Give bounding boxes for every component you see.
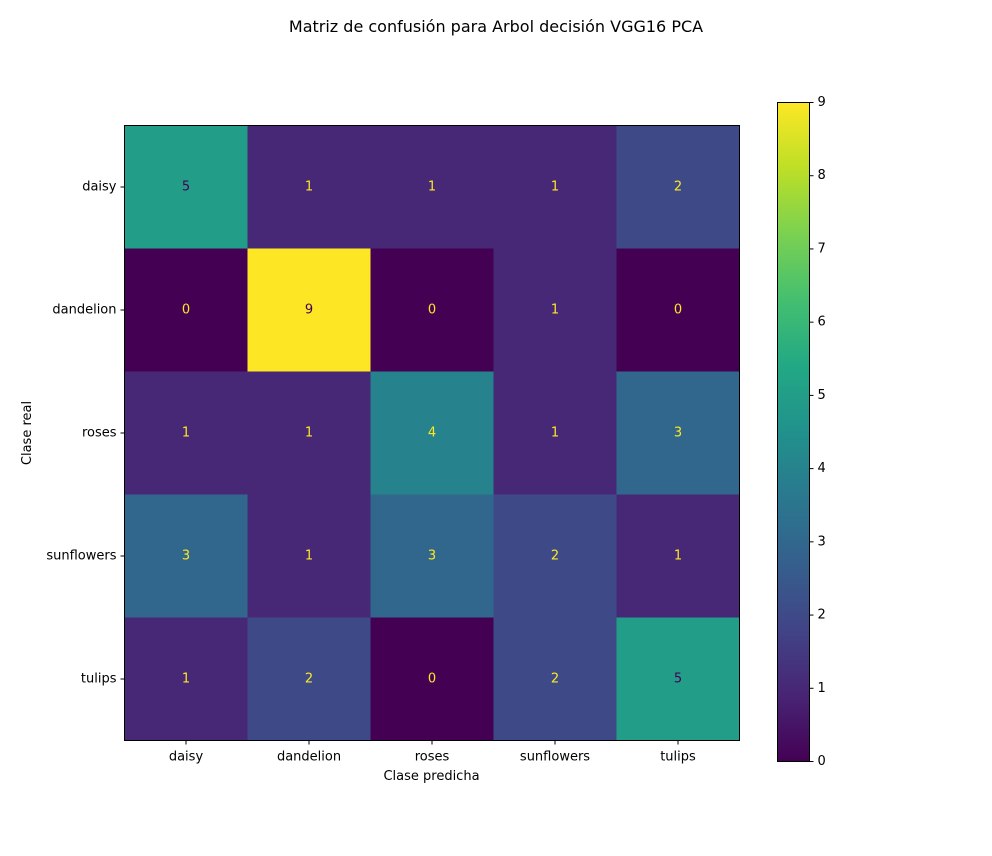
x-tick-label: daisy	[169, 750, 204, 765]
heatmap-cell	[370, 371, 494, 495]
colorbar-ticks: 0 1 2 3 4 5 6 7 8 9	[809, 95, 826, 769]
cell-value-label: 0	[428, 303, 436, 318]
cell-value-label: 2	[305, 672, 313, 687]
colorbar-tick-label: 6	[818, 315, 826, 330]
x-tick-label: roses	[415, 750, 450, 765]
x-tick-label: tulips	[660, 750, 696, 765]
cell-value-label: 0	[428, 672, 436, 687]
colorbar	[777, 102, 810, 762]
heatmap-cell	[247, 125, 371, 249]
heatmap-cells	[124, 125, 740, 741]
heatmap-cell	[493, 494, 617, 618]
cell-value-label: 5	[182, 180, 190, 195]
cell-value-label: 2	[551, 549, 559, 564]
cell-value-label: 0	[182, 303, 190, 318]
colorbar-frame	[777, 102, 810, 762]
y-tick-label: roses	[82, 426, 117, 441]
cell-value-label: 1	[305, 549, 313, 564]
x-axis-ticks: daisy dandelion roses sunflowers tulips	[169, 740, 696, 765]
heatmap-cell	[247, 371, 371, 495]
colorbar-tick-label: 1	[818, 681, 826, 696]
heatmap-cell	[616, 371, 740, 495]
cell-value-label: 1	[305, 180, 313, 195]
cell-value-label: 1	[305, 426, 313, 441]
cell-value-label: 1	[551, 303, 559, 318]
heatmap-cell	[616, 125, 740, 249]
y-tick-label: dandelion	[52, 303, 116, 318]
colorbar-tick-label: 5	[818, 388, 826, 403]
heatmap-cell	[493, 617, 617, 741]
cell-value-label: 1	[182, 672, 190, 687]
colorbar-tick-label: 7	[818, 241, 826, 256]
heatmap-cell	[493, 371, 617, 495]
x-tick-label: dandelion	[277, 750, 341, 765]
colorbar-tick-label: 3	[818, 534, 826, 549]
cell-value-label: 1	[674, 549, 682, 564]
colorbar-tick-label: 4	[818, 461, 826, 476]
cell-value-label: 3	[674, 426, 682, 441]
colorbar-tick-label: 8	[818, 168, 826, 183]
y-axis-ticks: daisy dandelion roses sunflowers tulips	[46, 180, 125, 687]
heatmap-cell	[370, 248, 494, 372]
heatmap-cell	[124, 371, 248, 495]
heatmap-cell	[247, 494, 371, 618]
cell-value-label: 2	[551, 672, 559, 687]
cell-value-label: 1	[551, 180, 559, 195]
cell-value-label: 3	[182, 549, 190, 564]
y-axis-label: Clase real	[20, 401, 35, 465]
heatmap-cell	[124, 248, 248, 372]
heatmap-cell	[247, 248, 371, 372]
heatmap-cell	[493, 125, 617, 249]
cell-value-labels: 5 1 1 1 2 0 9 0 1 0 1 1 4 1 3 3 1 3 2 1 1 2 0 2 5	[182, 180, 682, 687]
cell-value-label: 0	[674, 303, 682, 318]
heatmap-cell	[616, 248, 740, 372]
y-tick-label: daisy	[82, 180, 117, 195]
x-tick-label: sunflowers	[520, 750, 590, 765]
y-tick-label: sunflowers	[46, 549, 116, 564]
heatmap-cell	[493, 248, 617, 372]
heatmap-cell	[616, 494, 740, 618]
cell-value-label: 1	[428, 180, 436, 195]
colorbar-tick-label: 0	[818, 754, 826, 769]
cell-value-label: 5	[674, 672, 682, 687]
cell-value-label: 1	[551, 426, 559, 441]
cell-value-label: 1	[182, 426, 190, 441]
heatmap-cell	[616, 617, 740, 741]
heatmap-cell	[247, 617, 371, 741]
chart-title: Matriz de confusión para Arbol decisión …	[289, 17, 703, 36]
cell-value-label: 3	[428, 549, 436, 564]
cell-value-label: 4	[428, 426, 436, 441]
heatmap-cell	[124, 494, 248, 618]
heatmap-cell	[124, 125, 248, 249]
colorbar-tick-label: 2	[818, 608, 826, 623]
heatmap-cell	[370, 125, 494, 249]
y-tick-label: tulips	[81, 672, 117, 687]
x-axis-label: Clase predicha	[383, 769, 479, 784]
heatmap-cell	[370, 494, 494, 618]
cell-value-label: 9	[305, 303, 313, 318]
heatmap-cell	[124, 617, 248, 741]
cell-value-label: 2	[674, 180, 682, 195]
colorbar-tick-label: 9	[818, 95, 826, 110]
heatmap-cell	[370, 617, 494, 741]
